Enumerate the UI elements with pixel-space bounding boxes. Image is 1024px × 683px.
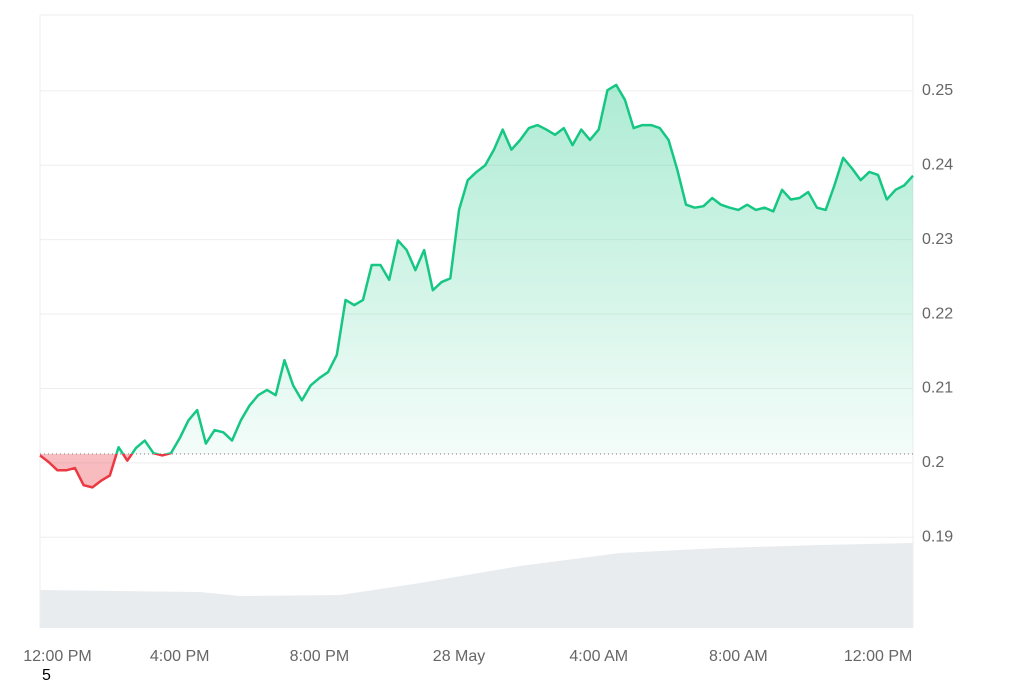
y-tick-label: 0.22 (922, 305, 953, 322)
area-up (116, 84, 913, 454)
x-tick-label: 12:00 PM (23, 648, 91, 665)
y-tick-label: 0.19 (922, 528, 953, 545)
x-tick-label: 4:00 AM (569, 648, 628, 665)
area-down (40, 453, 913, 488)
volume-area (40, 543, 913, 628)
y-tick-label: 0.24 (922, 156, 953, 173)
annotation: 5 (42, 667, 51, 683)
y-tick-label: 0.2 (922, 454, 944, 471)
y-tick-label: 0.25 (922, 82, 953, 99)
y-tick-label: 0.23 (922, 231, 953, 248)
x-tick-label: 8:00 AM (709, 648, 768, 665)
x-tick-label: 4:00 PM (150, 648, 210, 665)
x-tick-label: 12:00 PM (844, 648, 912, 665)
price-line-up (115, 83, 914, 454)
x-tick-label: 8:00 PM (290, 648, 350, 665)
y-tick-label: 0.21 (922, 380, 953, 397)
x-tick-label: 28 May (433, 648, 485, 665)
